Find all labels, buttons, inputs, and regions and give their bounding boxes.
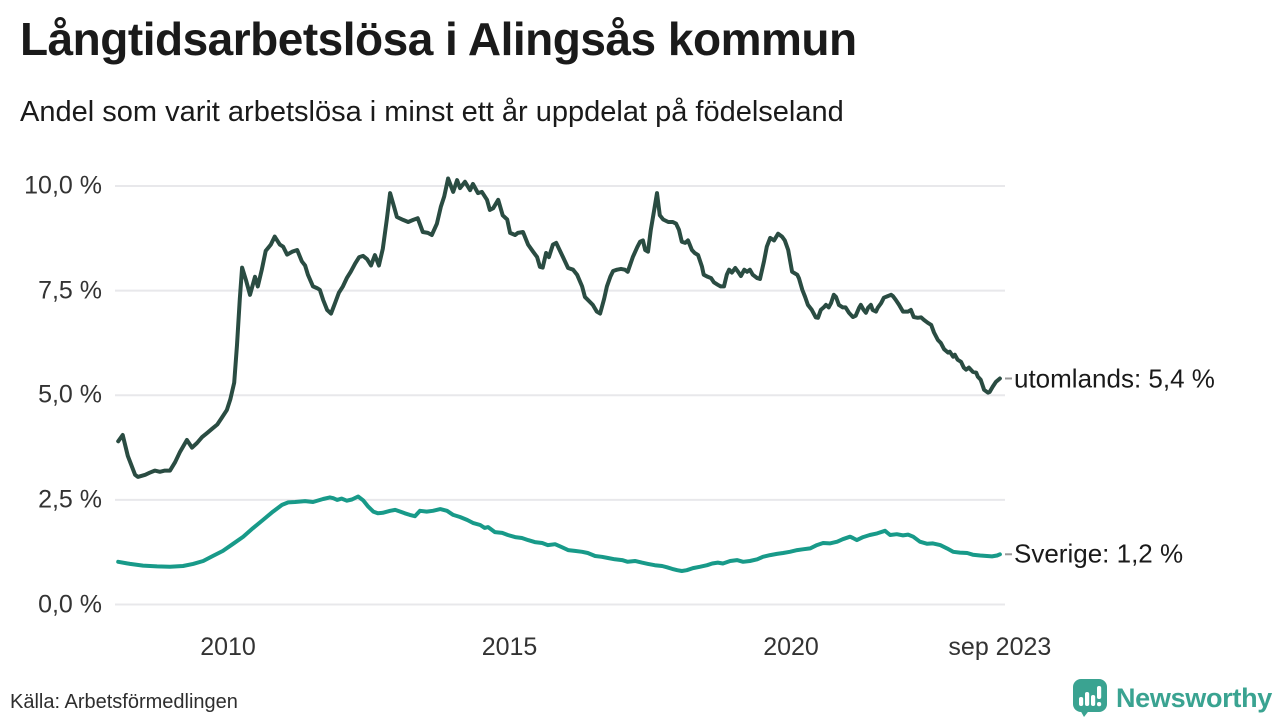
newsworthy-wordmark: Newsworthy xyxy=(1115,682,1272,713)
y-axis-tick-label: 0,0 % xyxy=(38,590,102,618)
x-axis-tick-label: 2020 xyxy=(763,633,819,661)
newsworthy-logo: Newsworthy xyxy=(1072,678,1272,718)
y-axis-tick-label: 10,0 % xyxy=(24,171,102,200)
x-axis-tick-label: 2010 xyxy=(200,633,256,661)
source-note: Källa: Arbetsförmedlingen xyxy=(10,691,238,713)
page-title: Långtidsarbetslösa i Alingsås kommun xyxy=(20,13,857,65)
series-end-label-sverige: Sverige: 1,2 % xyxy=(1014,538,1184,569)
series-line-Sverige xyxy=(116,494,1002,573)
series-end-label-utomlands: utomlands: 5,4 % xyxy=(1014,363,1215,393)
y-axis-tick-label: 5,0 % xyxy=(38,380,102,409)
series-line-utomlands xyxy=(116,176,1002,479)
y-axis-tick-label: 2,5 % xyxy=(38,485,102,514)
x-axis-tick-label: 2015 xyxy=(481,633,538,661)
chart-bubble-icon xyxy=(1072,678,1108,718)
y-axis-tick-label: 7,5 % xyxy=(38,276,102,305)
page-subtitle: Andel som varit arbetslösa i minst ett å… xyxy=(20,96,844,128)
x-axis-tick-label: sep 2023 xyxy=(948,633,1052,661)
